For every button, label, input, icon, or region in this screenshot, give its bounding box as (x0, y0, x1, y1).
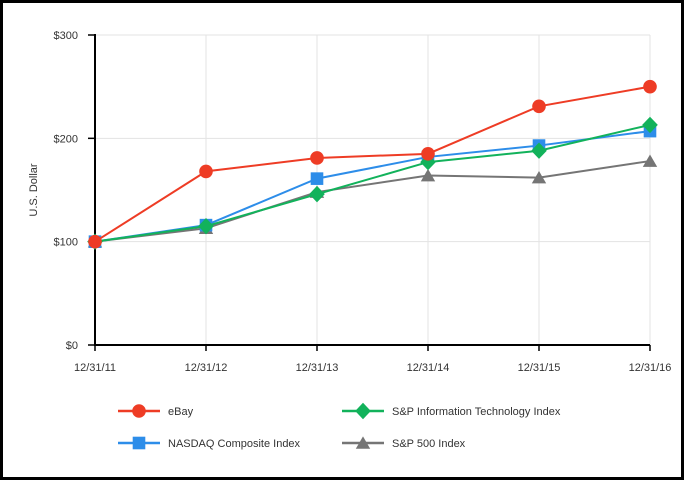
legend-label: S&P 500 Index (392, 438, 466, 450)
data-point-circle (532, 99, 546, 114)
x-tick-label: 12/31/13 (296, 362, 339, 374)
y-tick-label: $300 (54, 30, 78, 42)
data-point-square (310, 172, 324, 185)
data-point-circle (643, 79, 657, 94)
y-tick-label: $100 (54, 237, 78, 249)
data-point-circle (310, 151, 324, 165)
data-point-diamond (642, 116, 658, 134)
x-tick-label: 12/31/14 (407, 362, 450, 374)
legend-diamond-icon (355, 402, 371, 420)
y-tick-label: $200 (54, 133, 78, 145)
data-point-circle (88, 234, 102, 249)
legend-square-icon (132, 436, 146, 450)
y-axis-title: U.S. Dollar (28, 163, 40, 217)
data-point-triangle (420, 168, 436, 182)
legend-label: NASDAQ Composite Index (168, 438, 301, 450)
x-tick-label: 12/31/12 (185, 362, 228, 374)
x-tick-label: 12/31/16 (629, 362, 672, 374)
x-tick-label: 12/31/11 (74, 362, 116, 374)
data-point-triangle (642, 154, 658, 167)
series-line-diamond (94, 123, 651, 243)
data-point-diamond (198, 217, 214, 235)
series-line-triangle (94, 160, 651, 243)
legend-circle-icon (132, 404, 146, 418)
data-point-circle (199, 164, 213, 179)
legend-label: S&P Information Technology Index (392, 406, 561, 418)
series-line-square (94, 130, 651, 243)
y-tick-label: $0 (66, 340, 78, 352)
data-point-circle (421, 147, 435, 161)
series-line-circle (94, 85, 651, 243)
legend-label: eBay (168, 406, 194, 418)
data-point-triangle (531, 171, 547, 184)
x-tick-label: 12/31/15 (518, 362, 561, 374)
data-point-diamond (531, 142, 547, 159)
data-point-diamond (309, 185, 325, 203)
legend-triangle-icon (355, 436, 371, 449)
chart-canvas: $0 $100 $200 $300 12/31/11 12/31/12 12/31/13 12… (28, 30, 672, 450)
